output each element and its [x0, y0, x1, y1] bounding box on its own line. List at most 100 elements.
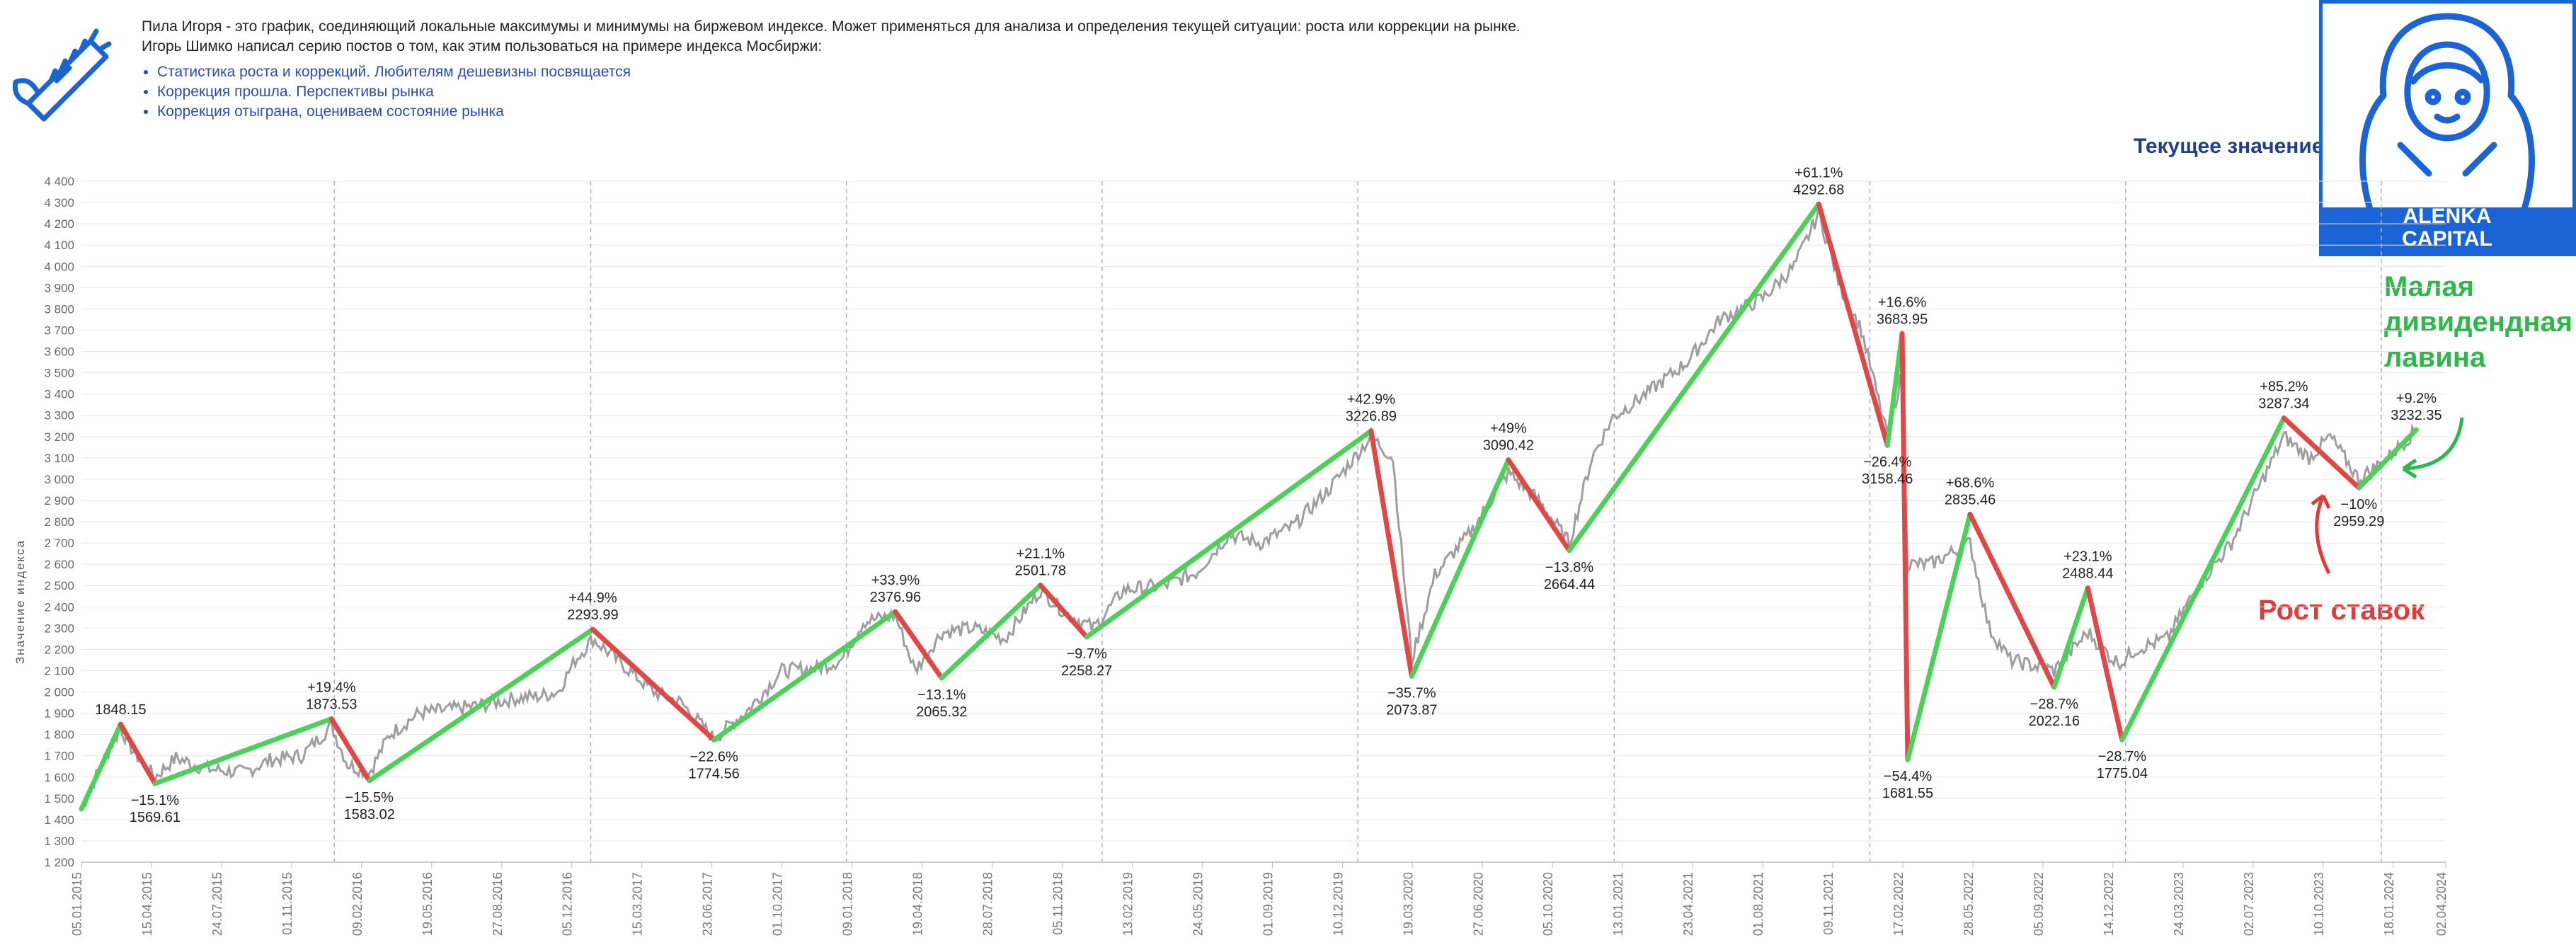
- x-tick-label: 01.08.2021: [1751, 872, 1765, 936]
- saw-point-label: +42.9%: [1347, 392, 1396, 408]
- x-tick-label: 24.03.2023: [2172, 872, 2186, 936]
- y-tick-label: 2 300: [44, 622, 74, 635]
- saw-down-segment: [1899, 331, 1911, 762]
- x-tick-label: 17.02.2022: [1891, 872, 1906, 936]
- x-tick-label: 19.03.2020: [1401, 872, 1415, 936]
- y-tick-label: 4 400: [44, 175, 74, 188]
- saw-point-label: 4292.68: [1793, 182, 1844, 197]
- saw-point-label: −26.4%: [1863, 454, 1912, 470]
- saw-down-segment: [118, 721, 158, 786]
- x-tick-label: 18.01.2024: [2382, 872, 2396, 936]
- x-tick-label: 10.12.2019: [1331, 872, 1345, 936]
- annotation-rate-hike: Рост ставок: [2258, 595, 2425, 626]
- x-tick-label: 09.11.2021: [1821, 872, 1836, 935]
- saw-point-label: 2293.99: [567, 607, 618, 623]
- y-tick-label: 2 000: [44, 686, 74, 699]
- annotation-dividend-avalanche: Малая дивидендная лавина: [2384, 269, 2572, 375]
- y-tick-label: 1 600: [44, 771, 74, 784]
- saw-point-label: −13.8%: [1545, 560, 1594, 575]
- saw-point-label: 3090.42: [1483, 438, 1534, 454]
- saw-point-label: 1583.02: [344, 807, 395, 823]
- saw-point-label: −10%: [2340, 497, 2377, 512]
- annotation-green-line-2: дивидендная: [2384, 307, 2573, 338]
- saw-logo: [12, 28, 112, 122]
- saw-point-labels: 1848.15−15.1%1569.61+19.4%1873.53−15.5%1…: [95, 165, 2442, 825]
- y-tick-label: 1 300: [44, 835, 74, 848]
- saw-up-segment: [152, 716, 334, 786]
- grid: [81, 181, 2446, 863]
- saw-up-segment: [2051, 585, 2090, 690]
- y-tick-label: 2 400: [44, 600, 74, 614]
- x-tick-label: 27.06.2020: [1471, 872, 1485, 936]
- saw-point-label: 1775.04: [2097, 766, 2148, 781]
- x-axis-ticks: 05.01.2015 15.04.2015 24.07.2015 01.11.2015…: [70, 862, 2449, 936]
- saw-point-label: +21.1%: [1017, 546, 1065, 562]
- x-tick-label: 14.12.2022: [2102, 872, 2116, 936]
- saw-point-label: 3287.34: [2258, 396, 2309, 411]
- brand-line-2: CAPITAL: [2402, 227, 2492, 251]
- annotation-green-line-1: Малая: [2384, 271, 2475, 302]
- saw-point-label: +23.1%: [2063, 549, 2112, 565]
- x-tick-label: 05.10.2020: [1541, 872, 1555, 936]
- saw-up-segment: [1084, 428, 1374, 640]
- saw-point-label: −28.7%: [2030, 697, 2079, 712]
- saw-point-label: 2835.46: [1945, 492, 1996, 508]
- green-arrow-head: [2402, 458, 2417, 479]
- saw-point-label: 1681.55: [1882, 786, 1933, 801]
- saw-point-label: −35.7%: [1387, 685, 1436, 701]
- saw-up-segment: [2356, 427, 2419, 491]
- saw-point-label: 2501.78: [1015, 563, 1066, 579]
- saw-point-label: 2488.44: [2062, 566, 2113, 582]
- saw-up-segment: [79, 721, 123, 812]
- y-tick-label: 4 000: [44, 260, 74, 273]
- y-tick-label: 4 100: [44, 239, 74, 252]
- red-annotation-arrow: [2315, 494, 2331, 575]
- saw-point-label: 2073.87: [1386, 702, 1437, 718]
- x-tick-label: 13.01.2021: [1611, 872, 1625, 936]
- saw-point-label: −15.1%: [131, 793, 180, 808]
- x-tick-label: 09.01.2018: [841, 872, 855, 936]
- saw-point-label: 3226.89: [1346, 409, 1397, 425]
- saw-point-label: −13.1%: [917, 687, 966, 703]
- saw-point-label: −15.5%: [345, 790, 394, 806]
- post-links: Статистика роста и коррекций. Любителям …: [142, 62, 2265, 122]
- y-tick-label: 3 400: [44, 388, 74, 401]
- saw-down-segment: [1038, 583, 1089, 640]
- post-link-correction-recovered[interactable]: Коррекция отыграна, оцениваем состояние …: [157, 102, 2265, 122]
- price-line: [80, 206, 2417, 810]
- red-arrow-head: [2311, 494, 2331, 510]
- x-tick-label: 27.08.2016: [491, 872, 505, 936]
- x-tick-label: 01.10.2017: [771, 872, 785, 936]
- saw-point-label: 1848.15: [95, 702, 146, 718]
- x-tick-label: 05.12.2016: [561, 872, 575, 936]
- post-link-growth-stats[interactable]: Статистика роста и коррекций. Любителям …: [157, 62, 2265, 82]
- x-tick-label: 15.03.2017: [631, 872, 645, 936]
- saw-point-label: +61.1%: [1794, 165, 1843, 181]
- x-tick-label: 19.04.2018: [911, 872, 925, 936]
- x-tick-label: 23.06.2017: [701, 872, 715, 936]
- saw-point-label: −22.6%: [689, 749, 738, 764]
- x-tick-label: 15.04.2015: [140, 872, 154, 936]
- saw-point-label: 3232.35: [2391, 408, 2442, 423]
- x-tick-label: 10.10.2023: [2312, 872, 2326, 936]
- y-tick-label: 1 200: [44, 856, 74, 869]
- saw-down-segment: [1368, 428, 1414, 679]
- y-tick-label: 2 500: [44, 579, 74, 592]
- saw-down-segment: [1816, 201, 1890, 448]
- saw-point-label: 1774.56: [688, 766, 739, 781]
- x-tick-label: 23.04.2021: [1681, 872, 1695, 936]
- y-tick-label: 1 400: [44, 813, 74, 827]
- saw-point-label: 1569.61: [130, 810, 181, 825]
- saw-down-segment: [893, 609, 944, 681]
- y-tick-label: 3 000: [44, 473, 74, 486]
- intro-line-1: Пила Игоря - это график, соединяющий лок…: [142, 18, 1521, 35]
- saw-point-label: 2065.32: [916, 704, 967, 720]
- saw-point-label: −54.4%: [1884, 769, 1933, 784]
- saw-point-label: 2664.44: [1544, 577, 1595, 592]
- y-tick-label: 2 600: [44, 558, 74, 571]
- y-tick-label: 2 700: [44, 537, 74, 550]
- x-tick-label: 01.09.2019: [1261, 872, 1275, 936]
- post-link-correction-passed[interactable]: Коррекция прошла. Перспективы рынка: [157, 82, 2265, 102]
- saw-point-label: 3683.95: [1877, 311, 1928, 327]
- saw-up-segment: [1905, 511, 1973, 762]
